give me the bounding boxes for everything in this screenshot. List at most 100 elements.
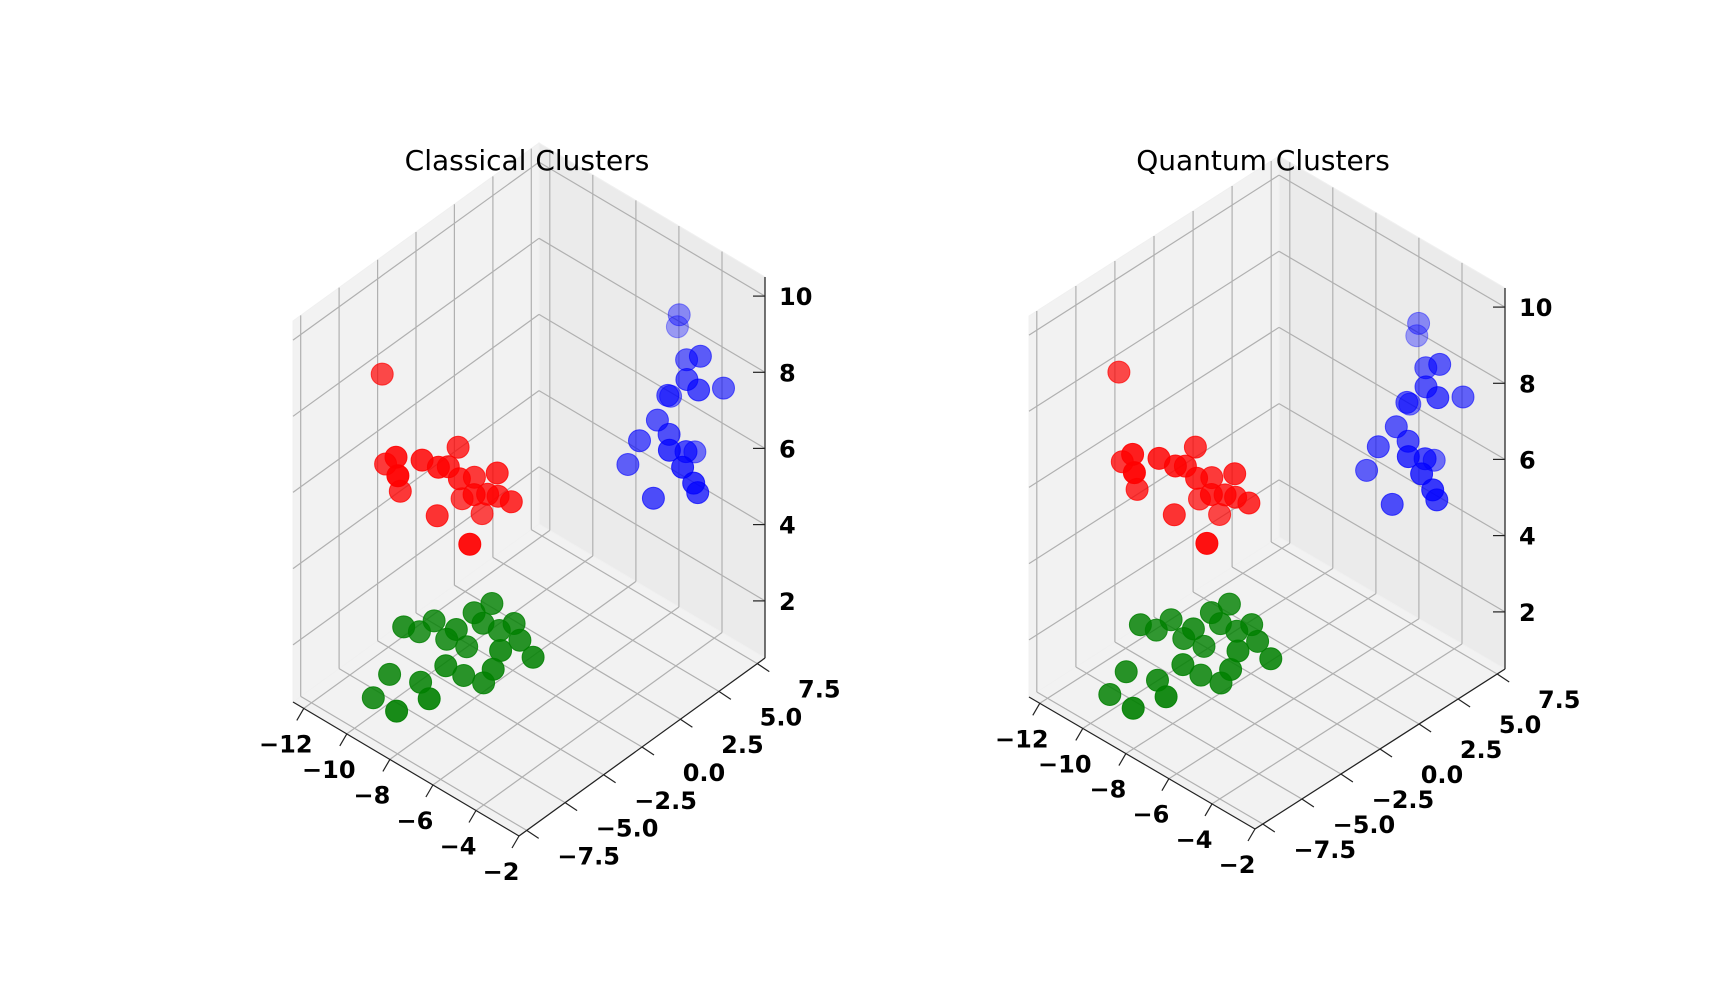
- z-gridline: [1278, 326, 1506, 460]
- y-tick-mark: [756, 663, 770, 673]
- red-cluster-point: [386, 464, 410, 488]
- red-cluster-point: [447, 467, 471, 491]
- green-cluster-point: [1181, 617, 1205, 641]
- red-cluster-point: [485, 461, 509, 485]
- red-cluster-point: [499, 490, 523, 514]
- z-gridline: [1278, 403, 1506, 537]
- x-tick-mark: [296, 708, 305, 721]
- green-cluster-point: [1259, 647, 1283, 671]
- green-cluster-point: [462, 601, 486, 625]
- x-tick-label: −10: [1038, 750, 1092, 778]
- green-cluster-point: [508, 628, 532, 652]
- y-tick-mark: [564, 802, 578, 812]
- x-axis-line: [292, 701, 520, 837]
- blue-cluster-point: [628, 429, 651, 453]
- green-cluster-point: [444, 618, 468, 641]
- blue-cluster-point: [1366, 435, 1390, 459]
- y-gridline: [1036, 691, 1264, 825]
- blue-cluster-point: [616, 453, 640, 476]
- z-gridline: [292, 237, 540, 417]
- green-cluster-point: [452, 664, 476, 687]
- x-tick-label: −12: [259, 730, 313, 758]
- z-gridline: [538, 161, 766, 297]
- blue-cluster-point: [1396, 445, 1420, 469]
- blue-cluster-point: [641, 486, 665, 510]
- x-axis-line: [1028, 696, 1256, 830]
- z-gridline: [538, 390, 766, 526]
- chart-title: Quantum Clusters: [1136, 144, 1390, 177]
- red-cluster-point: [1147, 446, 1171, 470]
- y-tick-label: 7.5: [1538, 686, 1581, 714]
- green-cluster-point: [489, 639, 513, 662]
- y-tick-mark: [1496, 673, 1510, 683]
- data-points: [1098, 311, 1475, 720]
- y-tick-mark: [718, 690, 732, 700]
- green-cluster-point: [434, 654, 458, 678]
- z-gridline: [292, 161, 540, 341]
- red-cluster-point: [458, 532, 482, 556]
- blue-cluster-point: [1426, 386, 1450, 410]
- red-cluster-point: [446, 435, 470, 459]
- y-tick-label: 2.5: [721, 731, 764, 759]
- y-tick-label: 0.0: [1421, 761, 1464, 789]
- y-tick-mark: [641, 746, 655, 756]
- green-cluster-point: [1159, 608, 1183, 632]
- y-gridline: [492, 556, 720, 692]
- green-cluster-point: [392, 615, 416, 639]
- y-tick-mark: [1340, 773, 1354, 783]
- z-gridline: [538, 237, 766, 373]
- z-gridline: [538, 466, 766, 602]
- x-tick-label: −8: [1089, 776, 1126, 804]
- red-cluster-point: [1237, 491, 1261, 515]
- y-tick-label: −2.5: [1372, 786, 1435, 814]
- green-cluster-point: [521, 645, 545, 669]
- green-cluster-point: [422, 609, 446, 633]
- red-cluster-point: [1107, 360, 1131, 384]
- green-cluster-point: [1171, 653, 1195, 677]
- green-cluster-point: [378, 662, 402, 686]
- z-gridline: [1028, 174, 1280, 336]
- x-tick-mark: [339, 733, 348, 747]
- y-tick-mark: [680, 718, 693, 728]
- z-gridline: [292, 390, 540, 570]
- green-cluster-point: [455, 635, 479, 659]
- z-tick-label: 10: [779, 283, 812, 311]
- x-tick-label: −6: [396, 807, 433, 835]
- blue-cluster-point: [687, 378, 711, 402]
- x-tick-mark: [1204, 803, 1213, 817]
- x-tick-mark: [425, 784, 434, 798]
- blue-cluster-point: [657, 438, 681, 462]
- red-cluster-point: [1223, 462, 1247, 486]
- green-cluster-point: [1192, 634, 1216, 658]
- green-cluster-point: [385, 699, 409, 723]
- green-cluster-point: [1199, 601, 1223, 625]
- red-cluster-point: [1208, 503, 1232, 526]
- y-gridline: [1231, 566, 1459, 700]
- red-cluster-point: [1183, 435, 1207, 459]
- red-cluster-point: [1185, 466, 1209, 490]
- x-tick-label: −2: [1219, 851, 1256, 879]
- z-gridline: [1278, 479, 1506, 613]
- y-tick-label: 5.0: [1499, 711, 1542, 739]
- z-tick-label: 10: [1519, 294, 1552, 322]
- y-tick-label: 2.5: [1460, 736, 1503, 764]
- x-tick-label: −2: [483, 858, 520, 886]
- x-tick-mark: [382, 759, 391, 772]
- tick-labels: −12−10−8−6−4−2 −7.5−5.0−2.50.02.55.07.5 2 4…: [995, 294, 1580, 879]
- y-tick-mark: [1262, 823, 1276, 833]
- y-tick-mark: [1418, 723, 1432, 733]
- x-tick-mark: [511, 835, 520, 849]
- red-cluster-point: [1122, 461, 1146, 485]
- y-tick-label: −5.0: [596, 815, 659, 843]
- z-gridline: [538, 313, 766, 449]
- x-tick-mark: [1075, 728, 1084, 741]
- x-tick-mark: [1118, 753, 1127, 766]
- z-gridline: [1278, 174, 1506, 308]
- x-tick-mark: [1161, 778, 1170, 792]
- red-cluster-point: [462, 483, 486, 507]
- blue-cluster-point: [656, 383, 680, 407]
- y-tick-label: 5.0: [760, 703, 803, 731]
- y-gridline: [1270, 541, 1498, 675]
- blue-cluster-point: [1410, 462, 1434, 486]
- tick-labels: −12−10−8−6−4−2 −7.5−5.0−2.50.02.55.07.5 2 4…: [259, 283, 841, 886]
